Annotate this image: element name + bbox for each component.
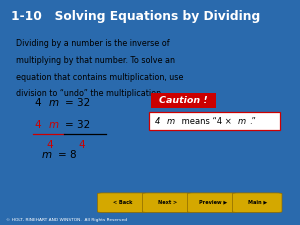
FancyBboxPatch shape xyxy=(142,193,192,212)
FancyBboxPatch shape xyxy=(188,193,237,212)
Text: equation that contains multiplication, use: equation that contains multiplication, u… xyxy=(16,73,183,82)
FancyBboxPatch shape xyxy=(232,193,282,212)
Text: Main ▶: Main ▶ xyxy=(248,200,268,205)
Text: m: m xyxy=(49,98,59,108)
Text: m: m xyxy=(237,117,245,126)
Text: multiplying by that number. To solve an: multiplying by that number. To solve an xyxy=(16,56,175,65)
FancyBboxPatch shape xyxy=(98,193,147,212)
Text: Dividing by a number is the inverse of: Dividing by a number is the inverse of xyxy=(16,39,170,48)
Text: 4: 4 xyxy=(34,98,41,108)
FancyBboxPatch shape xyxy=(148,112,280,130)
Text: Preview ▶: Preview ▶ xyxy=(199,200,227,205)
Text: 4: 4 xyxy=(46,140,53,150)
Text: m: m xyxy=(41,150,52,160)
Text: m: m xyxy=(167,117,175,126)
Text: division to “undo” the multiplication.: division to “undo” the multiplication. xyxy=(16,89,164,98)
FancyBboxPatch shape xyxy=(152,93,216,108)
Text: 4: 4 xyxy=(78,140,85,150)
Text: = 32: = 32 xyxy=(65,120,91,130)
Text: m: m xyxy=(49,120,59,130)
Text: © HOLT, RINEHART AND WINSTON.  All Rights Reserved: © HOLT, RINEHART AND WINSTON. All Rights… xyxy=(6,218,127,222)
Text: 4: 4 xyxy=(34,120,41,130)
Text: = 8: = 8 xyxy=(58,150,77,160)
Text: < Back: < Back xyxy=(113,200,133,205)
Text: means “4 ×: means “4 × xyxy=(179,117,234,126)
Text: Caution !: Caution ! xyxy=(160,96,208,105)
Text: 4: 4 xyxy=(155,117,160,126)
Text: .”: .” xyxy=(249,117,256,126)
Text: = 32: = 32 xyxy=(65,98,91,108)
Text: 1-10   Solving Equations by Dividing: 1-10 Solving Equations by Dividing xyxy=(11,10,260,23)
Text: Next >: Next > xyxy=(158,200,178,205)
